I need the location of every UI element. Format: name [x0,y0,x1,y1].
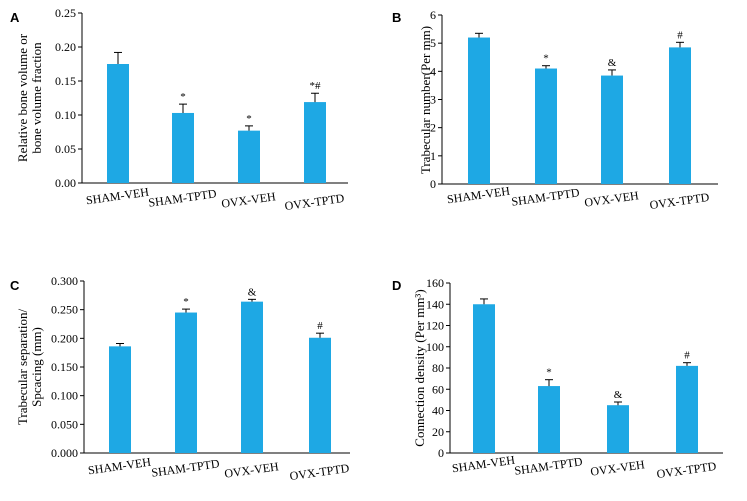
bar-d-1 [473,304,495,453]
category-label-a-3: OVX-VEH [220,189,276,211]
y-tick-label-d: 20 [432,425,444,439]
bar-b-2 [535,68,557,184]
y-tick-label-b: 2 [430,121,436,135]
category-label-d-1: SHAM-VEH [451,453,516,476]
bar-d-2 [538,386,560,453]
category-label-c-4: OVX-TPTD [289,461,351,483]
bar-c-3 [241,301,263,453]
y-tick-label-b: 1 [430,149,436,163]
y-tick-label-d: 40 [432,404,444,418]
significance-mark-b-3: & [608,57,617,69]
panel-letter-d: D [392,278,401,293]
bar-c-4 [309,337,331,453]
significance-mark-b-2: * [543,53,549,65]
y-tick-label-d: 60 [432,382,444,396]
category-label-a-4: OVX-TPTD [284,191,346,213]
y-axis-label-c: Spcacing (mm) [29,327,44,407]
significance-mark-c-3: & [248,286,257,298]
y-tick-label-c: 0.100 [51,389,78,403]
y-tick-label-c: 0.250 [51,303,78,317]
category-label-b-1: SHAM-VEH [446,184,511,207]
y-tick-label-b: 4 [430,64,436,78]
significance-mark-c-4: # [317,320,323,332]
category-label-c-3: OVX-VEH [223,459,279,481]
y-tick-label-b: 3 [430,93,436,107]
y-axis-label-b: Trabecular number(Per mm) [418,26,433,174]
y-tick-label-a: 0.25 [55,6,76,20]
y-tick-label-d: 100 [426,340,444,354]
y-tick-label-c: 0.200 [51,331,78,345]
y-tick-label-a: 0.20 [55,40,76,54]
category-label-c-1: SHAM-VEH [87,455,152,478]
panel-letter-c: C [10,278,20,293]
y-tick-label-c: 0.300 [51,274,78,288]
y-tick-label-b: 0 [430,177,436,191]
bar-c-1 [109,346,131,453]
category-label-d-2: SHAM-TPTD [513,454,583,477]
bar-d-3 [607,405,629,453]
y-tick-label-d: 140 [426,297,444,311]
significance-mark-a-2: * [180,91,186,103]
bar-a-2 [172,112,194,183]
category-label-d-3: OVX-VEH [589,457,645,479]
y-tick-label-d: 120 [426,319,444,333]
bar-b-1 [468,37,490,185]
y-axis-label-a: Relative bone volume or [15,33,30,162]
y-tick-label-b: 6 [430,8,436,22]
bar-a-1 [107,64,129,183]
category-label-b-3: OVX-VEH [583,188,639,210]
y-tick-label-a: 0.05 [55,142,76,156]
significance-mark-c-2: * [183,296,189,308]
y-tick-label-d: 80 [432,361,444,375]
significance-mark-a-3: * [246,113,252,125]
y-axis-label-d: Connection density (Per mm³) [412,289,427,446]
y-tick-label-b: 5 [430,36,436,50]
bar-a-3 [238,130,260,183]
significance-mark-d-4: # [684,350,690,362]
bar-b-3 [601,75,623,184]
bar-b-4 [669,47,691,185]
significance-mark-a-4: *# [310,80,322,92]
y-tick-label-c: 0.050 [51,417,78,431]
significance-mark-d-2: * [546,367,552,379]
bar-d-4 [676,365,698,453]
panel-letter-a: A [10,10,20,25]
y-tick-label-a: 0.10 [55,108,76,122]
significance-mark-b-4: # [677,29,683,41]
y-axis-label-a: bone volume fraction [29,42,44,154]
bar-c-2 [175,312,197,453]
category-label-d-4: OVX-TPTD [656,459,718,481]
significance-mark-d-3: & [614,389,623,401]
bar-a-4 [304,102,326,183]
y-tick-label-d: 0 [438,446,444,460]
y-axis-label-c: Trabecular separation/ [15,309,30,426]
category-label-a-2: SHAM-TPTD [147,186,217,209]
category-label-a-1: SHAM-VEH [85,185,150,208]
y-tick-label-c: 0.150 [51,360,78,374]
y-tick-label-d: 160 [426,276,444,290]
panel-letter-b: B [392,10,401,25]
y-tick-label-a: 0.00 [55,176,76,190]
category-label-c-2: SHAM-TPTD [150,456,220,479]
y-tick-label-a: 0.15 [55,74,76,88]
category-label-b-2: SHAM-TPTD [510,185,580,208]
category-label-b-4: OVX-TPTD [649,190,711,212]
y-tick-label-c: 0.000 [51,446,78,460]
